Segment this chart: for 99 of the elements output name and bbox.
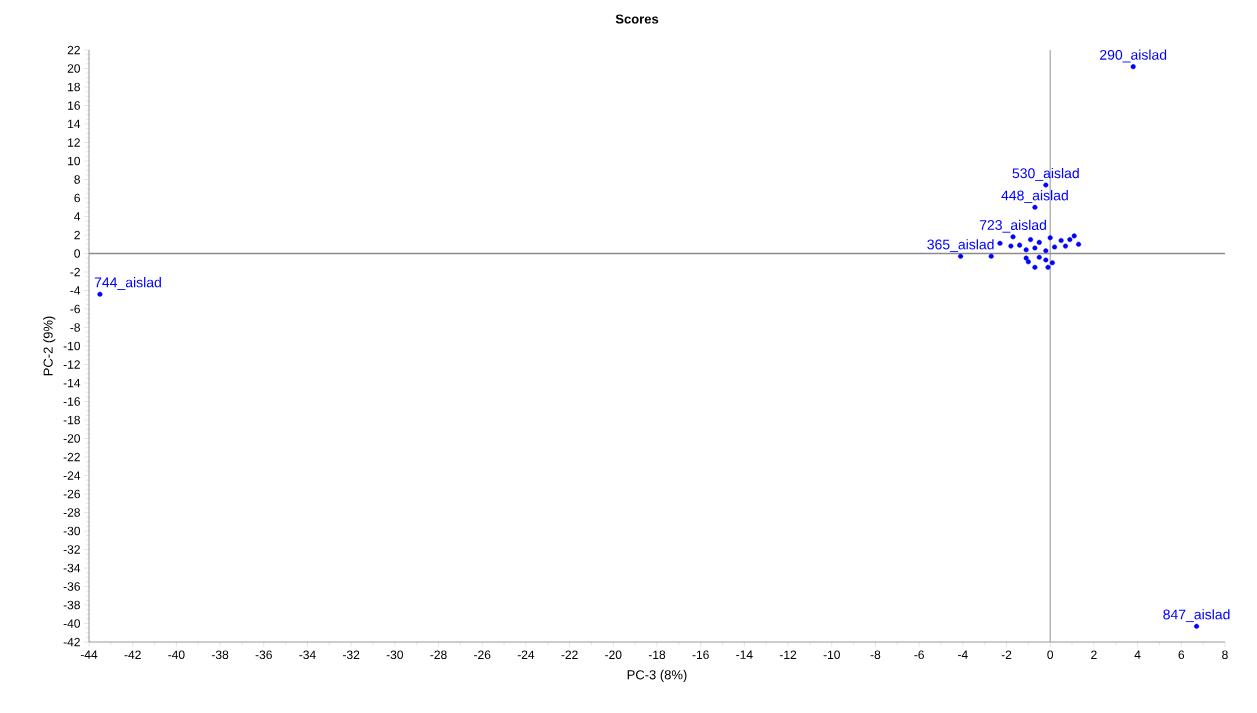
point	[1043, 257, 1049, 263]
point	[1036, 239, 1042, 245]
x-tick-label: -8	[870, 650, 881, 660]
point	[1071, 233, 1077, 239]
y-tick-label: -4	[70, 286, 81, 295]
point	[997, 240, 1003, 246]
y-tick-label: -38	[63, 600, 80, 610]
y-tick-label: -20	[63, 434, 81, 443]
point	[1067, 237, 1073, 243]
x-tick-label: -32	[343, 650, 360, 660]
x-tick-label: -44	[80, 650, 98, 659]
point	[1076, 241, 1082, 247]
x-tick-label: -36	[255, 650, 272, 660]
point	[1058, 238, 1064, 244]
x-tick-label: -38	[211, 650, 229, 660]
x-tick-label: -16	[692, 650, 709, 660]
point	[1049, 260, 1055, 266]
y-tick-label: -10	[63, 341, 81, 351]
y-tick-label: 18	[68, 82, 80, 92]
x-tick-label: 0	[1047, 650, 1054, 660]
point	[1008, 243, 1014, 249]
point	[1052, 244, 1058, 250]
point	[1032, 245, 1038, 251]
y-tick-label: -36	[63, 582, 80, 591]
x-tick-label: -18	[648, 650, 666, 660]
point	[1010, 234, 1016, 240]
chart-title: Scores	[615, 14, 659, 24]
annotation: 723_aislad	[979, 219, 1046, 233]
x-tick-label: -2	[1001, 650, 1012, 659]
x-tick-label: -42	[124, 650, 141, 659]
y-tick-label: 14	[68, 119, 81, 129]
point	[1045, 264, 1051, 270]
point	[958, 253, 964, 259]
y-tick-label: 8	[74, 175, 80, 184]
x-tick-label: -12	[779, 650, 797, 659]
y-tick-label: -24	[63, 471, 81, 480]
y-tick-label: -34	[63, 563, 81, 573]
x-tick-label: -26	[474, 650, 491, 660]
point	[1130, 64, 1136, 70]
point	[1062, 243, 1068, 249]
x-tick-label: -14	[736, 650, 753, 659]
point	[1194, 623, 1200, 629]
y-tick-label: -22	[63, 452, 80, 462]
y-tick-label: 16	[68, 101, 80, 110]
y-tick-label: -16	[63, 397, 80, 406]
x-axis-title: PC-3 (8%)	[627, 669, 687, 682]
y-tick-label: -14	[63, 378, 81, 388]
y-tick-label: -42	[63, 637, 80, 647]
point	[1036, 254, 1042, 260]
x-tick-label: 4	[1134, 650, 1141, 659]
annotation: 530_aislad	[1012, 167, 1079, 181]
y-tick-label: 22	[67, 45, 80, 55]
point	[1047, 235, 1053, 241]
x-tick-label: 6	[1178, 650, 1185, 660]
y-tick-label: -32	[63, 545, 80, 554]
y-tick-label: -30	[63, 526, 81, 536]
annotation: 365_aislad	[927, 239, 994, 253]
x-tick-label: 2	[1091, 650, 1097, 659]
annotation: 847_aislad	[1163, 609, 1230, 623]
point	[1025, 259, 1031, 265]
point	[97, 291, 103, 297]
annotation: 448_aislad	[1001, 190, 1068, 204]
y-tick-label: 6	[74, 193, 80, 203]
point	[1028, 237, 1034, 243]
y-tick-label: 0	[74, 249, 81, 258]
y-tick-label: -40	[63, 619, 81, 628]
x-tick-label: -6	[914, 650, 924, 660]
y-tick-label: 10	[68, 156, 81, 166]
y-tick-label: -26	[63, 489, 80, 499]
y-tick-label: -8	[70, 323, 80, 332]
point	[1043, 248, 1049, 254]
point	[1043, 182, 1049, 188]
point	[988, 253, 994, 259]
x-tick-label: -28	[430, 650, 447, 660]
x-tick-label: -30	[386, 650, 404, 660]
y-tick-label: -28	[63, 508, 80, 517]
y-tick-label: -18	[63, 415, 80, 425]
point	[1017, 242, 1023, 248]
annotation: 290_aislad	[1100, 49, 1167, 63]
y-tick-label: 4	[74, 212, 81, 221]
y-tick-label: 2	[74, 230, 80, 240]
x-tick-label: -40	[168, 650, 185, 660]
x-tick-label: -34	[299, 650, 316, 660]
y-tick-label: 12	[68, 138, 80, 147]
x-tick-label: -22	[561, 650, 578, 659]
point	[1032, 204, 1038, 210]
y-tick-label: -6	[70, 304, 80, 314]
y-tick-label: 20	[67, 64, 81, 73]
annotation: 744_aislad	[94, 277, 161, 290]
point	[1032, 264, 1038, 270]
x-tick-label: -24	[517, 650, 535, 659]
x-tick-label: -20	[605, 650, 622, 660]
x-tick-label: -4	[958, 650, 968, 659]
y-axis-title: PC-2 (9%)	[43, 316, 56, 376]
y-tick-label: -12	[63, 360, 80, 369]
x-tick-label: -10	[823, 650, 840, 660]
y-tick-label: -2	[70, 267, 80, 277]
point	[1023, 247, 1029, 253]
x-tick-label: 8	[1222, 650, 1228, 660]
